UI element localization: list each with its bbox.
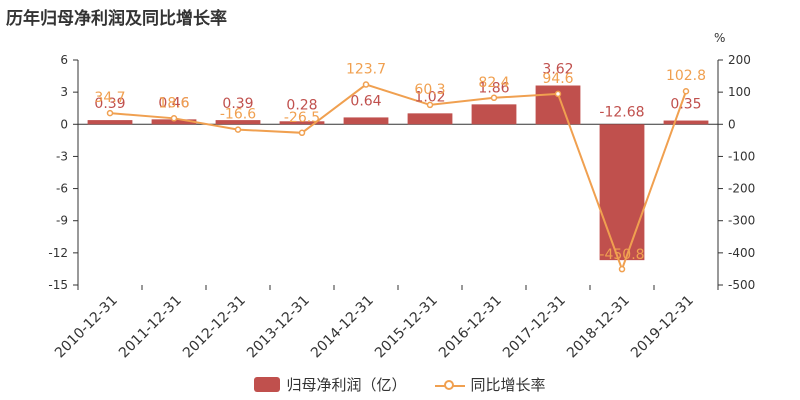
growth-value-label: 102.8 [666, 68, 706, 84]
growth-value-label: 18.6 [158, 95, 189, 111]
y-right-tick-label: 100 [728, 85, 751, 99]
x-tick-label: 2017-12-31 [500, 293, 569, 362]
bar-2016-12-31 [471, 104, 517, 125]
legend: 归母净利润（亿） 同比增长率 [0, 374, 800, 395]
y-right-tick-label: -300 [728, 214, 755, 228]
growth-value-label: -450.8 [599, 247, 644, 263]
x-tick-label: 2018-12-31 [564, 293, 633, 362]
y-left-tick-label: 0 [60, 117, 68, 131]
bar-2011-12-31 [151, 119, 197, 125]
growth-rate-line [109, 83, 687, 273]
x-tick-label: 2014-12-31 [308, 293, 377, 362]
legend-item-line[interactable]: 同比增长率 [434, 374, 546, 395]
y-right-unit: % [714, 31, 725, 45]
bar-value-label: 0.64 [350, 93, 381, 109]
growth-point-2014-12-31 [362, 81, 370, 88]
chart-title: 历年归母净利润及同比增长率 [6, 9, 227, 29]
growth-value-label: -16.6 [220, 107, 256, 123]
x-tick-label: 2010-12-31 [52, 293, 121, 362]
bar-value-label: -12.68 [599, 104, 644, 120]
growth-value-label: 123.7 [346, 62, 386, 78]
growth-point-2011-12-31 [170, 115, 178, 122]
growth-value-label: 82.4 [478, 75, 509, 91]
y-right-tick-label: -500 [728, 278, 755, 292]
x-tick-label: 2011-12-31 [116, 293, 185, 362]
bar-2014-12-31 [343, 117, 389, 125]
bar-2013-12-31 [279, 121, 325, 125]
y-right-tick-label: -200 [728, 182, 755, 196]
bar-value-label: 0.28 [286, 97, 317, 113]
growth-point-2013-12-31 [298, 129, 306, 137]
bar-value-label: 0.39 [222, 96, 253, 112]
y-left-tick-label: 6 [60, 53, 68, 67]
bar-value-label: 0.39 [94, 96, 125, 112]
x-tick-label: 2016-12-31 [436, 293, 505, 362]
y-right-tick-label: -400 [728, 246, 755, 260]
y-left-tick-label: -12 [48, 246, 68, 260]
x-tick-label: 2019-12-31 [628, 293, 697, 362]
y-left-tick-label: 3 [60, 85, 68, 99]
growth-value-label: 60.3 [414, 82, 445, 98]
growth-point-2018-12-31 [618, 265, 626, 273]
bar-value-label: 1.02 [414, 89, 445, 105]
growth-point-2019-12-31 [682, 87, 690, 95]
growth-point-2010-12-31 [106, 109, 114, 117]
y-left-tick-label: -6 [56, 182, 68, 196]
y-right-tick-label: 0 [728, 117, 736, 131]
legend-line-icon [434, 378, 465, 392]
growth-point-2012-12-31 [234, 126, 242, 133]
bar-2015-12-31 [407, 113, 453, 125]
y-left-tick-label: -9 [56, 214, 68, 228]
bar-2019-12-31 [663, 120, 709, 125]
y-left-tick-label: -3 [56, 149, 68, 163]
y-left-tick-label: -15 [48, 278, 68, 292]
x-tick-label: 2013-12-31 [244, 293, 313, 362]
growth-value-label: 94.6 [542, 71, 573, 87]
bar-value-label: 1.86 [478, 80, 509, 96]
growth-value-label: 34.7 [94, 90, 125, 106]
legend-bar-label: 归母净利润（亿） [286, 376, 407, 394]
x-tick-label: 2012-12-31 [180, 293, 249, 362]
legend-line-label: 同比增长率 [470, 376, 546, 394]
legend-bar-swatch [254, 377, 281, 392]
growth-point-2016-12-31 [490, 94, 498, 102]
bar-value-label: 3.62 [542, 62, 573, 78]
bar-2018-12-31 [599, 124, 645, 261]
x-tick-label: 2015-12-31 [372, 293, 441, 362]
bar-2010-12-31 [87, 120, 133, 125]
y-right-tick-label: -100 [728, 149, 755, 163]
bar-2012-12-31 [215, 120, 261, 125]
growth-point-2015-12-31 [426, 101, 434, 109]
growth-point-2017-12-31 [554, 90, 562, 98]
bar-value-label: 0.35 [670, 97, 701, 113]
y-right-tick-label: 200 [728, 53, 751, 67]
bar-value-label: 0.46 [158, 95, 189, 111]
legend-item-bar[interactable]: 归母净利润（亿） [254, 374, 407, 395]
growth-value-label: -26.5 [284, 110, 320, 126]
